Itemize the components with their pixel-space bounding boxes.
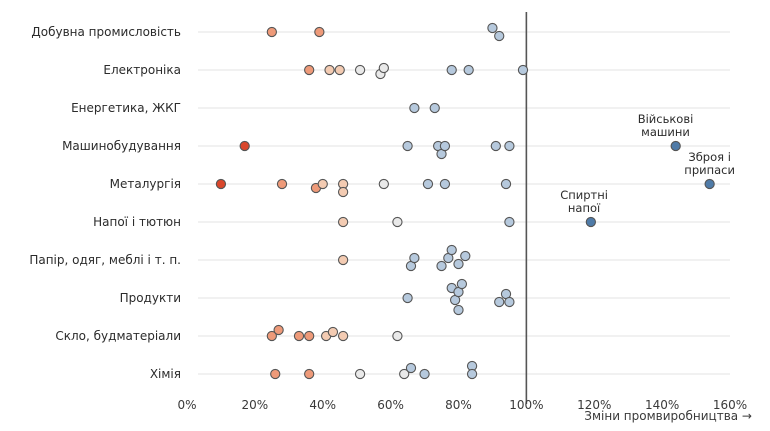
category-label: Електроніка [103, 63, 181, 77]
category-label: Напої і тютюн [93, 215, 181, 229]
data-point [378, 178, 389, 190]
x-tick-label: 160% [713, 398, 747, 412]
data-point [392, 330, 403, 342]
x-tick-label: 20% [242, 398, 269, 412]
data-point [392, 216, 403, 228]
annotation-label: Спиртні [560, 188, 608, 202]
x-axis-label: Зміни промвиробництва → [584, 409, 752, 423]
annotation-label: машини [641, 125, 690, 139]
data-point [670, 140, 681, 152]
data-point [504, 140, 515, 152]
x-axis-tick-labels: 0% 20% 40% 60% 80% 100% 120% 140% 160% [177, 398, 747, 412]
data-point [337, 330, 349, 342]
data-point [439, 140, 451, 152]
data-point [317, 178, 328, 190]
x-tick-label: 80% [445, 398, 472, 412]
data-point [304, 368, 315, 380]
data-point [270, 368, 281, 380]
data-point [419, 368, 430, 380]
data-point [487, 22, 498, 34]
data-point [460, 250, 471, 262]
data-point [337, 186, 349, 198]
data-point [327, 326, 339, 338]
category-label: Продукти [120, 291, 181, 305]
data-point [354, 64, 366, 76]
x-tick-label: 140% [645, 398, 679, 412]
annotation-label: припаси [684, 163, 735, 177]
data-point [463, 64, 474, 76]
x-tick-label: 0% [177, 398, 196, 412]
data-point [399, 368, 410, 380]
data-point [500, 178, 512, 190]
x-tick-label: 100% [509, 398, 543, 412]
data-point [494, 296, 505, 308]
category-label: Папір, одяг, меблі і т. п. [29, 253, 181, 267]
data-point [422, 178, 434, 190]
category-label: Металургія [110, 177, 181, 191]
data-point [446, 244, 457, 256]
data-point [490, 140, 501, 152]
x-tick-label: 120% [577, 398, 611, 412]
data-point [337, 254, 349, 266]
annotation-label: Зброя і [688, 150, 731, 164]
data-point [215, 178, 227, 190]
data-point [494, 30, 505, 42]
data-point [453, 304, 464, 316]
annotation-label: Військові [638, 112, 694, 126]
data-point [402, 140, 413, 152]
data-point [405, 362, 417, 374]
data-point [239, 140, 250, 152]
data-point [409, 102, 420, 114]
grid-lines [198, 31, 730, 375]
x-tick-label: 40% [309, 398, 336, 412]
data-point [704, 178, 715, 190]
data-point [585, 216, 597, 228]
data-point [436, 260, 447, 272]
data-point [456, 278, 468, 290]
category-label: Скло, будматеріали [55, 329, 181, 343]
data-point [334, 64, 345, 76]
data-point [402, 292, 413, 304]
data-points [215, 22, 715, 380]
data-point [324, 64, 335, 76]
data-point [429, 102, 440, 114]
data-point [304, 64, 315, 76]
data-point [293, 330, 305, 342]
data-point [439, 178, 451, 190]
data-point [504, 216, 515, 228]
x-tick-label: 60% [377, 398, 404, 412]
category-label: Хімія [150, 367, 181, 381]
data-point [378, 62, 389, 74]
data-point [304, 330, 315, 342]
category-label: Добувна промисловість [31, 25, 181, 39]
data-point [314, 26, 325, 38]
data-point [446, 64, 457, 76]
data-point [504, 296, 515, 308]
data-point [266, 330, 277, 342]
data-point [276, 178, 288, 190]
data-point [409, 252, 420, 264]
data-point [517, 64, 529, 76]
category-label: Машинобудування [62, 139, 181, 153]
data-point [466, 368, 478, 380]
category-labels: Добувна промисловість Електроніка Енергети… [29, 25, 181, 381]
data-point [354, 368, 366, 380]
data-point [453, 258, 464, 270]
data-point [266, 26, 277, 38]
annotation-label: напої [568, 201, 601, 215]
category-label: Енергетика, ЖКГ [71, 101, 181, 115]
data-point [337, 216, 349, 228]
data-point [273, 324, 284, 336]
